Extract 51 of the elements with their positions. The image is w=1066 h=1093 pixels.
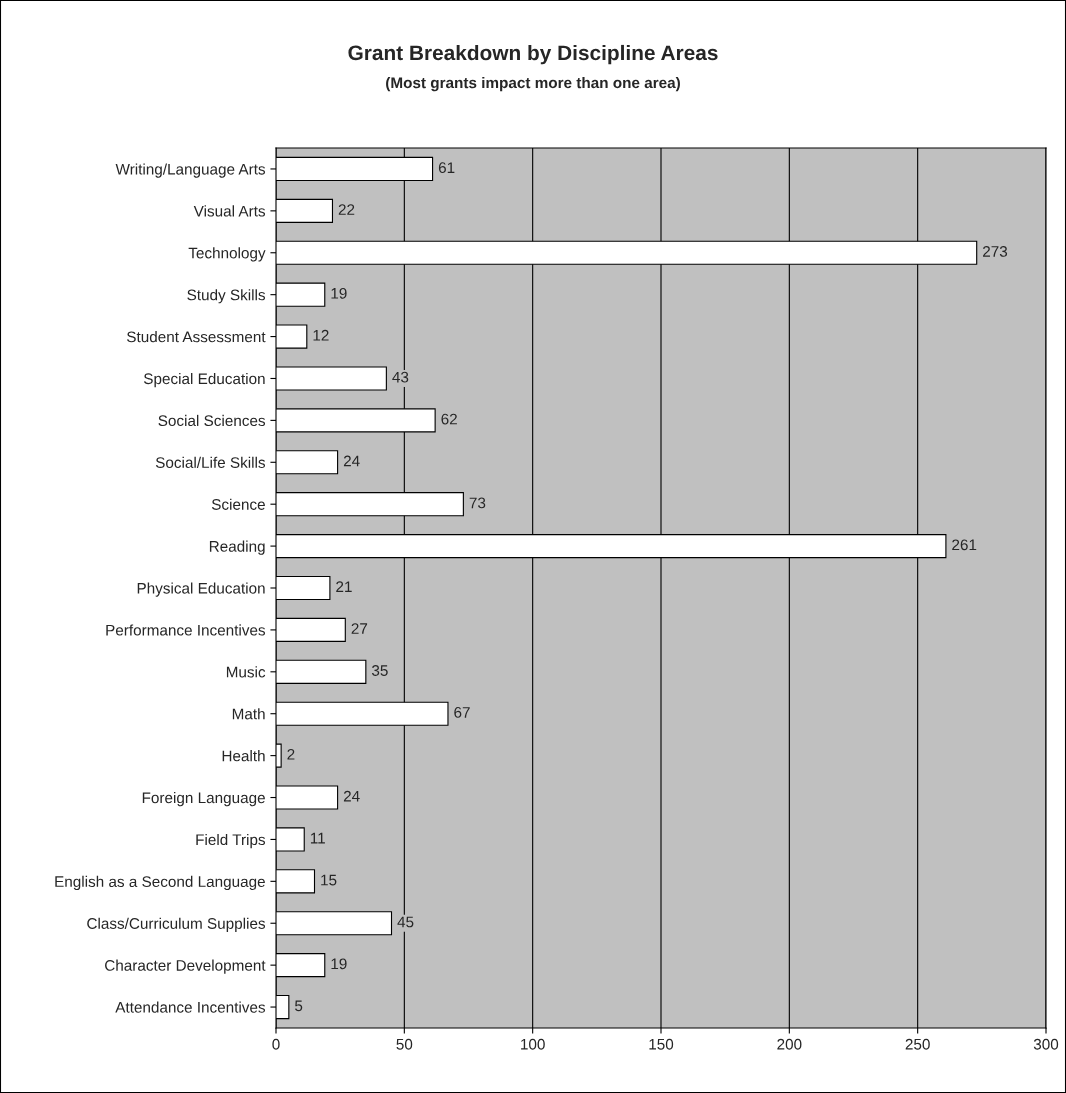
data-label: 19 [331,958,347,970]
chart-title: Grant Breakdown by Discipline Areas [348,44,718,65]
data-label: 11 [310,832,325,844]
y-tick-label: Foreign Language [142,791,265,807]
y-tick-label: Special Education [143,372,265,388]
chart-subtitle: (Most grants impact more than one area) [386,76,680,92]
x-tick-label: 100 [521,1038,545,1050]
data-label: 61 [438,162,455,174]
y-tick-label: Physical Education [137,582,265,597]
data-label: 19 [331,287,347,299]
y-tick-label: English as a Second Language [55,875,265,891]
x-tick-label: 50 [396,1038,413,1050]
x-tick-label: 200 [777,1038,802,1050]
x-tick-label: 250 [905,1038,930,1050]
x-tick-label: 300 [1033,1038,1059,1050]
data-label: 2 [287,748,295,760]
data-label: 67 [454,707,470,718]
data-label: 5 [295,1000,303,1012]
y-tick-label: Character Development [105,959,266,974]
y-tick-label: Science [211,498,265,510]
data-label: 62 [441,413,457,425]
y-tick-label: Attendance Incentives [115,1001,266,1013]
data-label: 261 [952,539,977,551]
y-tick-label: Social/Life Skills [155,456,266,468]
data-label: 24 [343,455,360,467]
y-tick-label: Study Skills [187,289,266,304]
y-tick-label: Music [226,666,266,678]
y-tick-label: Reading [209,540,265,555]
x-tick-label: 0 [272,1038,280,1050]
data-label: 73 [469,497,486,509]
data-label: 22 [338,204,355,215]
y-tick-label: Health [222,750,265,762]
y-tick-label: Writing/Language Arts [115,163,266,178]
y-tick-label: Visual Arts [193,205,266,217]
x-tick-label: 150 [649,1038,674,1050]
data-label: 27 [351,623,368,634]
data-label: 273 [983,246,1008,257]
y-tick-label: Class/Curriculum Supplies [87,917,266,932]
y-tick-label: Student Assessment [127,331,266,343]
y-tick-label: Field Trips [196,833,266,849]
y-tick-label: Performance Incentives [106,624,266,636]
data-label: 45 [397,916,414,928]
data-label: 21 [336,581,352,592]
y-tick-label: Technology [188,247,266,262]
y-tick-label: Social Sciences [158,414,266,427]
data-label: 35 [371,665,388,676]
data-label: 43 [392,371,409,383]
data-label: 24 [343,790,360,802]
data-label: 15 [321,874,337,886]
y-tick-label: Math [232,708,265,720]
data-label: 12 [313,329,329,341]
